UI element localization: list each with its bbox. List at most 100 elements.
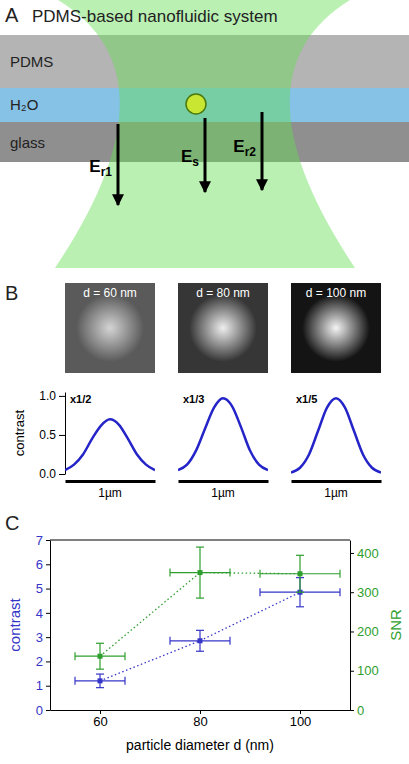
laser-beam [55, 0, 355, 268]
field-label: Er2 [233, 137, 256, 159]
tick-mark [46, 661, 50, 662]
tick-label: 80 [193, 714, 207, 729]
series-line [100, 592, 300, 681]
tick-mark [46, 686, 50, 687]
tick: 4 [36, 606, 50, 621]
layer-label: H₂O [10, 96, 38, 113]
series [75, 578, 340, 688]
profile-line [65, 419, 155, 470]
tick: 400 [350, 546, 379, 561]
profile-line [291, 398, 381, 472]
axis-line [350, 541, 351, 711]
particle-image [178, 283, 268, 373]
tick-mark [350, 553, 354, 554]
field-subscript: s [192, 155, 199, 169]
tick-mark [46, 710, 50, 711]
marker [98, 678, 103, 683]
panel-letter: A [5, 4, 19, 26]
annotation: x1/2 [70, 393, 91, 405]
field-arrow [261, 112, 264, 190]
tick-label: 100 [290, 714, 312, 729]
error-cap [96, 673, 104, 674]
tick-label: 0.0 [39, 467, 56, 481]
error-cap [259, 570, 260, 578]
image-label: d = 80 nm [196, 286, 250, 300]
field-label: Es [181, 147, 199, 169]
tick-mark [350, 710, 354, 711]
error-bar-x [260, 592, 340, 593]
field-arrow [204, 118, 207, 192]
tick-label: 400 [357, 546, 379, 561]
layer-label: PDMS [10, 53, 53, 70]
tick-label: 6 [36, 557, 43, 572]
tick-label: 200 [357, 624, 379, 639]
particle-image [291, 283, 381, 373]
tick: 5 [36, 581, 50, 596]
tick: 0.5 [39, 428, 65, 442]
tick-mark [350, 671, 354, 672]
tick-label: 0.5 [39, 428, 56, 442]
tick-mark [46, 564, 50, 565]
scale-bar [179, 480, 269, 483]
tick: 100 [350, 663, 379, 678]
scale-bar-label: 1µm [324, 486, 348, 500]
particle [186, 94, 206, 114]
error-cap [74, 677, 75, 685]
tick-mark [59, 396, 65, 397]
tick-label: 3 [36, 630, 43, 645]
marker [298, 571, 303, 576]
tick: 3 [36, 630, 50, 645]
field-symbol: E [181, 147, 192, 166]
tick: 6 [36, 557, 50, 572]
series [75, 547, 340, 669]
marker [98, 654, 103, 659]
field-arrow [117, 124, 120, 205]
error-cap [169, 637, 170, 645]
panel-letter: C [5, 512, 19, 534]
layer-label: glass [10, 134, 45, 151]
error-cap [96, 669, 104, 670]
axis: 0100200300400 [350, 541, 379, 718]
tick-mark [46, 589, 50, 590]
error-cap [196, 598, 204, 599]
tick-label: 4 [36, 606, 43, 621]
annotation: x1/3 [183, 393, 204, 405]
plot-area [291, 398, 381, 472]
profile-chart: 1µmx1/5 [291, 393, 382, 500]
tick-mark [46, 540, 50, 541]
field-subscript: r1 [101, 165, 113, 179]
axis-title: contrast [12, 409, 27, 456]
panel-title: PDMS-based nanofluidic system [32, 7, 278, 26]
particle-image [65, 283, 155, 373]
plot-area [65, 419, 155, 470]
tick: 1 [36, 678, 50, 693]
error-cap [196, 651, 204, 652]
scale-bar-axis [292, 481, 382, 482]
error-cap [229, 569, 230, 577]
tick: 7 [36, 533, 50, 548]
error-cap [124, 652, 125, 660]
figure: PDMSH₂OglassEr1EsEr2PDMS-based nanofluid… [0, 0, 409, 764]
error-cap [196, 630, 204, 631]
error-cap [296, 606, 304, 607]
axis-title: contrast [6, 597, 23, 651]
tick: 1.0 [39, 389, 65, 403]
tick-mark [350, 631, 354, 632]
marker [198, 638, 203, 643]
image-label: d = 100 nm [306, 286, 366, 300]
plot-area [75, 547, 340, 688]
error-cap [196, 546, 204, 547]
tick-label: 0 [36, 703, 43, 718]
field-symbol: E [89, 157, 100, 176]
marker [198, 570, 203, 575]
tick-label: 100 [357, 663, 379, 678]
error-cap [259, 588, 260, 596]
axis-line [65, 393, 66, 475]
scale-bar-axis [179, 481, 269, 482]
profile-chart: 0.00.51.0contrast1µmx1/2 [12, 389, 156, 500]
tick-mark [350, 592, 354, 593]
tick: 80 [193, 710, 207, 729]
tick-mark [46, 637, 50, 638]
error-cap [96, 643, 104, 644]
tick-label: 0 [357, 703, 364, 718]
